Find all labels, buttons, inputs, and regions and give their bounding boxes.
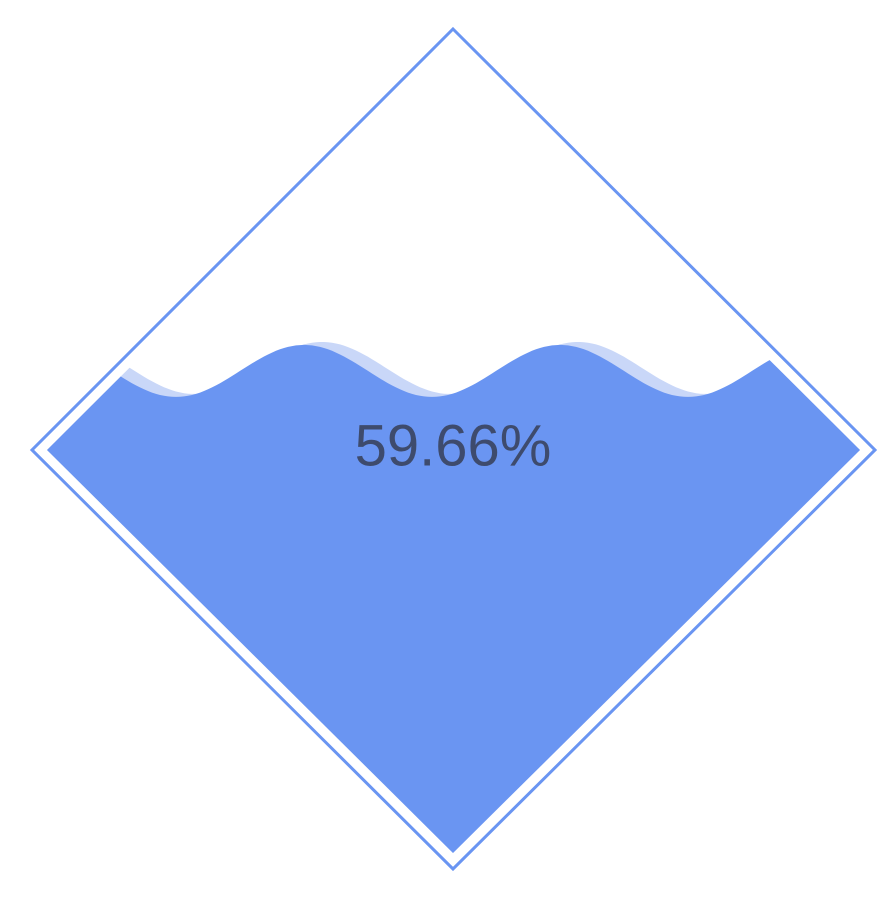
- outer-diamond-outline: [29, 26, 878, 872]
- value-label: 59.66%: [355, 413, 552, 478]
